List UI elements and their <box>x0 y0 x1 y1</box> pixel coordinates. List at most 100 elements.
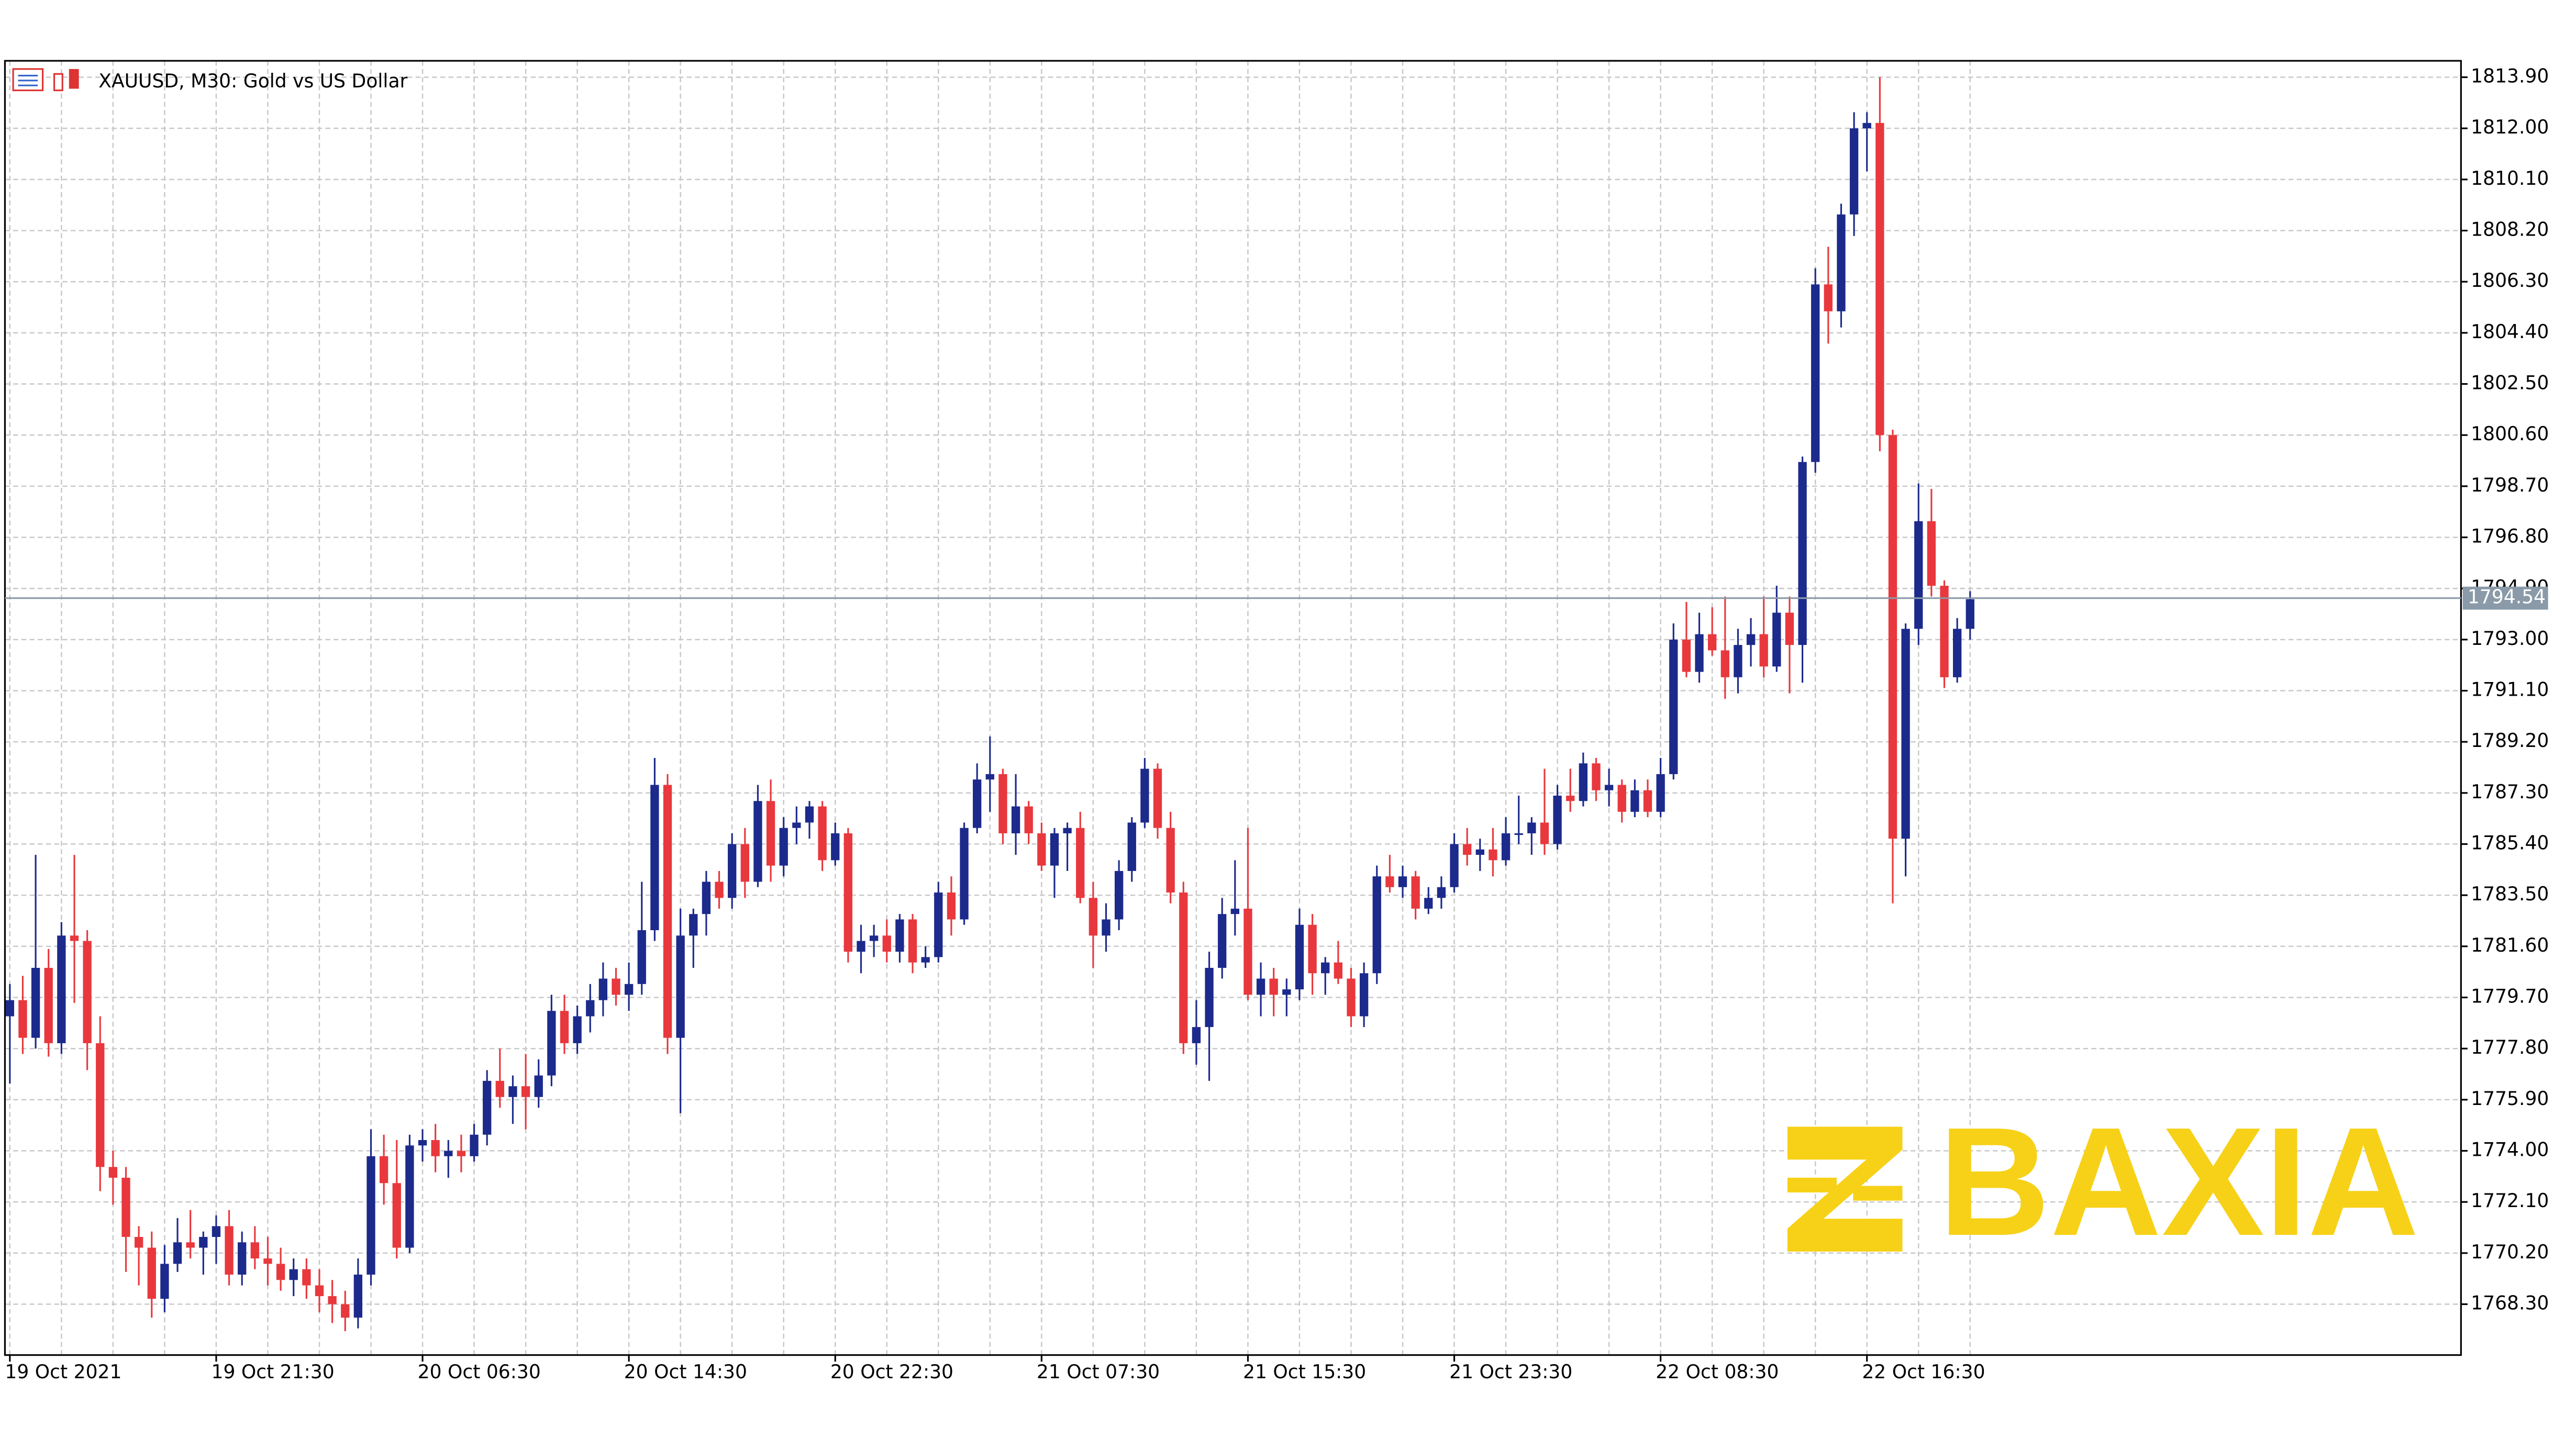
candle-body <box>586 1000 595 1017</box>
candle-body <box>1024 806 1033 833</box>
candle-body <box>869 935 879 941</box>
candle-body <box>598 978 608 1000</box>
candle-body <box>379 1156 388 1184</box>
candle-body <box>766 801 775 866</box>
candle-body <box>998 774 1007 833</box>
candle-body <box>108 1167 118 1178</box>
candle-body <box>857 941 865 952</box>
candle-body <box>1617 785 1626 812</box>
candle-body <box>418 1140 427 1146</box>
candle-body <box>1927 521 1936 586</box>
candle-body <box>753 801 762 882</box>
candle-body <box>960 828 969 920</box>
candle-body <box>1669 639 1678 774</box>
candle-body <box>263 1258 272 1264</box>
candle-body <box>5 1000 14 1017</box>
candle-body <box>805 806 814 823</box>
icon-candle <box>69 69 79 89</box>
candle-body <box>302 1269 311 1286</box>
candle-body <box>1308 924 1317 974</box>
candle-body <box>1772 612 1781 667</box>
candle-body <box>1966 599 1974 629</box>
candle-body <box>1514 833 1523 835</box>
y-tick-label: 1772.10 <box>2471 1190 2549 1212</box>
candle-body <box>779 828 788 866</box>
y-tick-label: 1787.30 <box>2471 781 2549 803</box>
y-tick-label: 1796.80 <box>2471 526 2549 548</box>
candle-body <box>57 935 66 1043</box>
y-tick-label: 1800.60 <box>2471 423 2549 445</box>
candle-body <box>367 1156 375 1275</box>
y-tick-label: 1789.20 <box>2471 730 2549 752</box>
candle-body <box>1295 924 1304 990</box>
y-tick-label: 1808.20 <box>2471 219 2549 241</box>
header-icons <box>12 68 79 92</box>
candle-body <box>947 892 956 920</box>
candle-body <box>882 935 891 952</box>
candle-body <box>1643 790 1652 812</box>
x-tick-label: 19 Oct 21:30 <box>212 1361 335 1383</box>
candle-body <box>1798 462 1807 645</box>
candle-body <box>225 1226 234 1275</box>
candle-body <box>1179 892 1188 1043</box>
y-tick-label: 1806.30 <box>2471 270 2549 292</box>
plot-frame <box>4 60 2462 1356</box>
candle-body <box>702 881 711 914</box>
candle-body <box>160 1264 169 1299</box>
candle-body <box>534 1075 543 1097</box>
candle-body <box>1037 833 1046 866</box>
x-tick-label: 22 Oct 16:30 <box>1862 1361 1985 1383</box>
candle-body <box>1734 645 1742 677</box>
candle-body <box>1063 828 1072 833</box>
candle-body <box>831 833 840 861</box>
candle-body <box>1463 844 1472 855</box>
y-tick-label: 1781.60 <box>2471 934 2549 956</box>
candle-body <box>973 779 982 828</box>
candle-body <box>895 919 904 952</box>
candle-body <box>1424 898 1433 909</box>
candle-body <box>921 957 930 963</box>
candle-body <box>792 822 801 828</box>
candle-body <box>289 1269 298 1280</box>
candle-body <box>405 1145 414 1248</box>
candle-body <box>353 1275 363 1318</box>
candle-body <box>276 1264 285 1280</box>
candle-body <box>1334 962 1343 979</box>
candle-body <box>1437 887 1446 898</box>
candle-body <box>1579 763 1588 801</box>
candle-body <box>1489 849 1497 861</box>
candle-body <box>1205 967 1214 1028</box>
candle-body <box>1875 122 1884 436</box>
x-tick-label: 20 Oct 14:30 <box>624 1361 747 1383</box>
candle-body <box>560 1011 569 1043</box>
candle-body <box>1656 774 1665 812</box>
x-tick-label: 20 Oct 22:30 <box>830 1361 953 1383</box>
candle-body <box>1256 978 1265 995</box>
candle-body <box>508 1086 517 1097</box>
candle-body <box>1347 978 1356 1017</box>
candle-body <box>715 881 724 898</box>
candle-body <box>70 935 79 941</box>
candle-body <box>1050 833 1059 866</box>
candle-body <box>676 935 685 1038</box>
candle-body <box>1398 876 1407 887</box>
candle-body <box>147 1247 156 1299</box>
candle-body <box>1076 828 1085 898</box>
candle-body <box>250 1242 259 1259</box>
x-tick-label: 19 Oct 2021 <box>5 1361 121 1383</box>
candle-body <box>637 930 646 984</box>
candle-body <box>1321 962 1330 974</box>
x-tick-label: 21 Oct 07:30 <box>1037 1361 1160 1383</box>
candle-body <box>1940 586 1949 677</box>
candle-body <box>1359 973 1369 1017</box>
candle-body <box>1089 898 1098 936</box>
candle-body <box>431 1140 440 1156</box>
candle-body <box>1746 634 1756 645</box>
candle-body <box>1720 650 1729 677</box>
logo-bar <box>1787 1177 1837 1193</box>
y-tick-label: 1810.10 <box>2471 168 2549 189</box>
candle-body <box>31 967 40 1038</box>
